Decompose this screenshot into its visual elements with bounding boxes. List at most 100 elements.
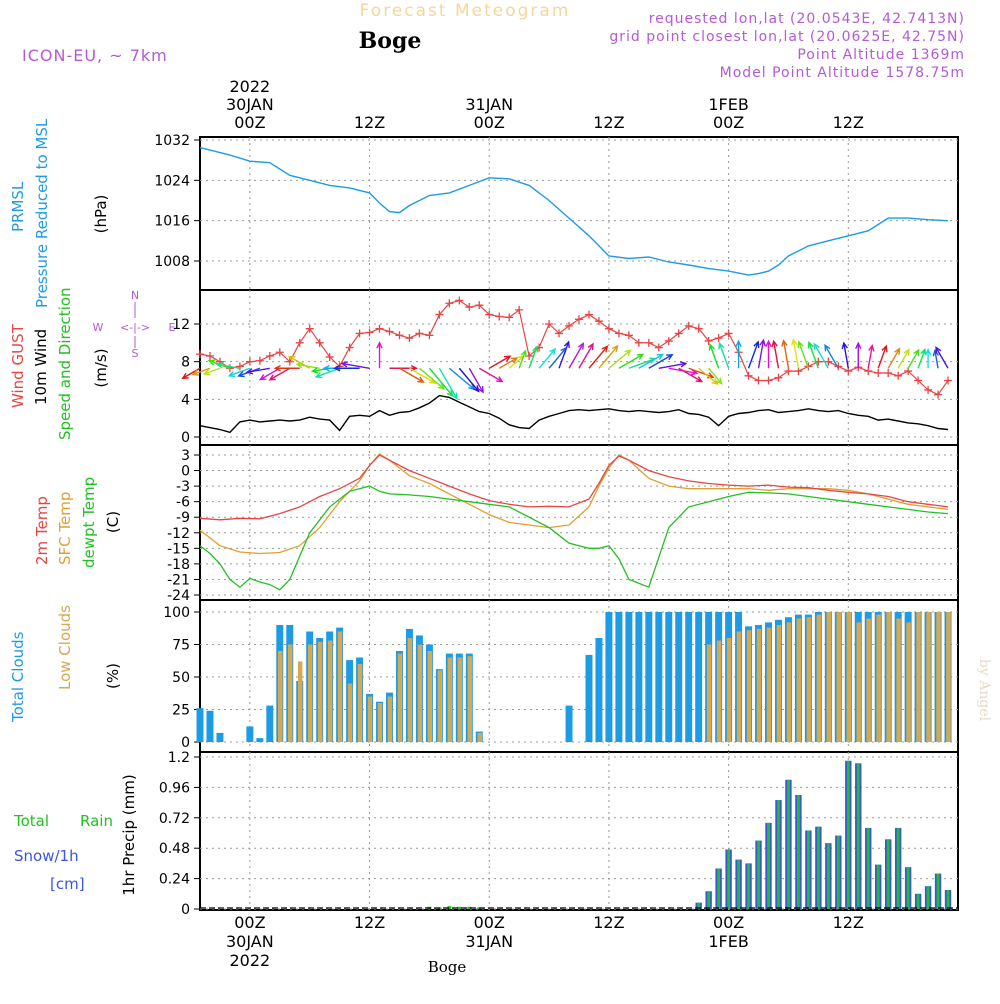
ytick-label: 8 [181, 355, 190, 371]
total-cloud-bar [695, 612, 703, 742]
wind-arrow-shaft [558, 341, 570, 369]
wind-arrow-shaft [247, 367, 270, 373]
gust-marker [405, 334, 414, 343]
gust-marker [295, 338, 304, 347]
low-cloud-bar [467, 656, 472, 742]
gust-marker [894, 371, 903, 380]
wind-arrow-head [245, 368, 254, 375]
gust-marker [744, 371, 753, 380]
wind-arrow [340, 361, 370, 369]
wind-arrow-head [868, 344, 875, 352]
t2m-line [199, 454, 949, 521]
gust-marker [824, 357, 833, 366]
low-cloud-bar [277, 651, 283, 742]
low-cloud-bar [946, 612, 951, 742]
wind-arrow-head [601, 345, 609, 353]
wind-arrow-head [765, 339, 772, 347]
bottom-axis-line3: 2022 [230, 951, 271, 970]
low-cloud-bar [886, 612, 891, 742]
wind-arrow-shaft [907, 349, 920, 369]
gust-marker [914, 376, 923, 385]
ytick-label: 4 [181, 392, 190, 408]
rain-bar [797, 795, 800, 909]
low-cloud-bar [417, 644, 423, 742]
gust-marker [235, 362, 244, 371]
wind-dir-label: Speed and Direction [56, 287, 74, 440]
low-cloud-bar [796, 618, 802, 742]
gust-marker [315, 338, 324, 347]
low-cloud-bar [337, 631, 343, 742]
gust-marker [634, 338, 643, 347]
wind-arrow-shaft [568, 343, 584, 369]
bottom-axis-line1: 12Z [593, 913, 624, 932]
ytick-label: 1032 [154, 133, 190, 149]
gust-marker [305, 324, 314, 333]
wind-arrow [227, 367, 251, 378]
wind-arrow-head [472, 385, 480, 393]
wind-arrow-head [191, 369, 200, 376]
wind-arrow-head [496, 376, 504, 383]
top-axis-line1: 2022 [230, 77, 271, 96]
sfc-temp-line [199, 453, 949, 555]
gust-marker [844, 367, 853, 376]
requested-coords: requested lon,lat (20.0543E, 42.7413N) [649, 11, 965, 27]
wind-arrow [757, 338, 766, 369]
low-cloud-bar [726, 638, 732, 742]
wind-arrow-head [549, 347, 557, 356]
gust-marker [485, 310, 494, 319]
wind-arrow [268, 367, 291, 381]
wind-arrow-head [237, 371, 245, 378]
wind-arrow-shaft [934, 350, 939, 369]
rain-bar [737, 859, 740, 909]
ytick-label: 1016 [154, 214, 190, 230]
gust-marker [385, 327, 394, 336]
wind-arrow-head [577, 342, 585, 350]
low-cloud-bar [447, 657, 453, 742]
pressure-labels: PRMSL Pressure Reduced to MSL (hPa) [9, 118, 110, 308]
wind-arrow-shaft [468, 367, 484, 393]
panel-4: 0 0.24 0.48 0.72 0.96 1.2 [159, 750, 959, 918]
low-cloud-bar [916, 612, 921, 742]
rain-bar [826, 843, 830, 909]
gust-marker [515, 305, 524, 314]
compass-n: N [131, 289, 139, 302]
watermark: by Angel [976, 659, 992, 722]
wind-arrow-shaft [658, 362, 686, 369]
gust-marker [644, 338, 653, 347]
low-cloud-bar [716, 640, 722, 742]
wind-arrow-shaft [792, 339, 800, 369]
low-cloud-bar [457, 657, 463, 742]
gust-marker [205, 352, 214, 361]
wind-arrow [245, 367, 270, 375]
total-cloud-bar [585, 654, 593, 742]
wind-arrow-head [376, 341, 383, 349]
gust-marker [754, 376, 763, 385]
gust-marker [834, 362, 843, 371]
ytick-label: -9 [176, 510, 190, 526]
rain-bar [906, 867, 910, 909]
top-axis-line3: 00Z [234, 113, 265, 132]
wind-arrow [588, 345, 609, 369]
wind-arrow [638, 353, 665, 369]
wind-arrow-head [258, 374, 267, 381]
low-cloud-bar [317, 641, 323, 742]
grid-point-coords: grid point closest lon,lat (20.0625E, 42… [609, 29, 965, 45]
total-cloud-bar [595, 638, 603, 742]
wind-arrow-head [781, 339, 788, 347]
wind-arrow-shaft [618, 353, 644, 369]
wind-speed-line [199, 394, 949, 434]
wind-arrow [273, 365, 300, 372]
total-cloud-bar [655, 612, 663, 742]
wind-arrow [181, 367, 201, 380]
rain-bar [926, 886, 930, 909]
gust-line [199, 299, 949, 396]
low-cloud-bar [357, 664, 363, 742]
wind-arrow-shaft [448, 367, 475, 390]
ytick-label: -21 [167, 572, 190, 588]
low-cloud-bar [397, 653, 403, 742]
tsfc-label: SFC Temp [56, 492, 74, 565]
wind-arrow [935, 346, 949, 369]
rain-bar [846, 760, 850, 909]
total-cloud-bar [246, 726, 254, 742]
